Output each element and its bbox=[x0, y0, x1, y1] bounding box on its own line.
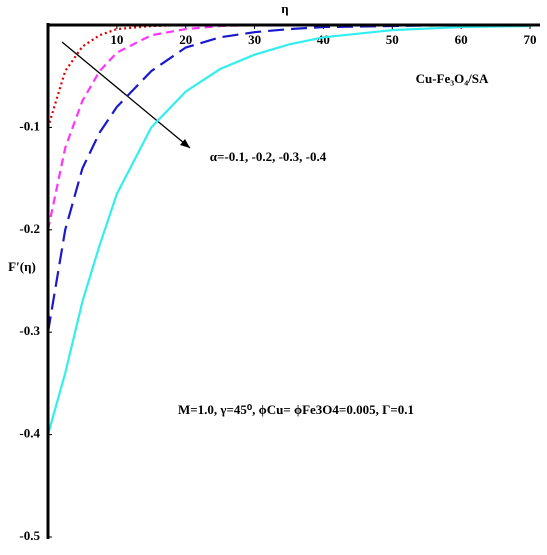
x-tick-label: 10 bbox=[110, 32, 123, 47]
line-series bbox=[46, 23, 530, 231]
x-axis-label: η bbox=[281, 1, 288, 16]
y-tick-label: -0.4 bbox=[19, 426, 40, 441]
y-tick-label: -0.2 bbox=[19, 221, 40, 236]
arrow-head bbox=[180, 139, 190, 148]
annotation: M=1.0, γ=45⁰, ϕCu= ϕFe3O4=0.005, Γ=0.1 bbox=[178, 402, 414, 417]
x-tick-label: 30 bbox=[248, 32, 261, 47]
arrow bbox=[61, 41, 191, 149]
y-axis-label: F′(η) bbox=[8, 259, 36, 274]
line-series bbox=[46, 24, 531, 435]
x-tick-label: 70 bbox=[524, 32, 537, 47]
annotation: α=-0.1, -0.2, -0.3, -0.4 bbox=[210, 149, 327, 164]
x-tick-label: 60 bbox=[455, 32, 468, 47]
annotation: Cu-Fe₃O₄/SA bbox=[416, 71, 489, 86]
y-tick-label: -0.3 bbox=[19, 323, 40, 338]
x-tick-label: 40 bbox=[317, 32, 330, 47]
y-tick-label: -0.1 bbox=[19, 118, 40, 133]
x-tick-label: 20 bbox=[179, 32, 192, 47]
x-tick-label: 50 bbox=[386, 32, 399, 47]
y-tick-label: -0.5 bbox=[19, 528, 40, 543]
line-series bbox=[46, 23, 530, 333]
